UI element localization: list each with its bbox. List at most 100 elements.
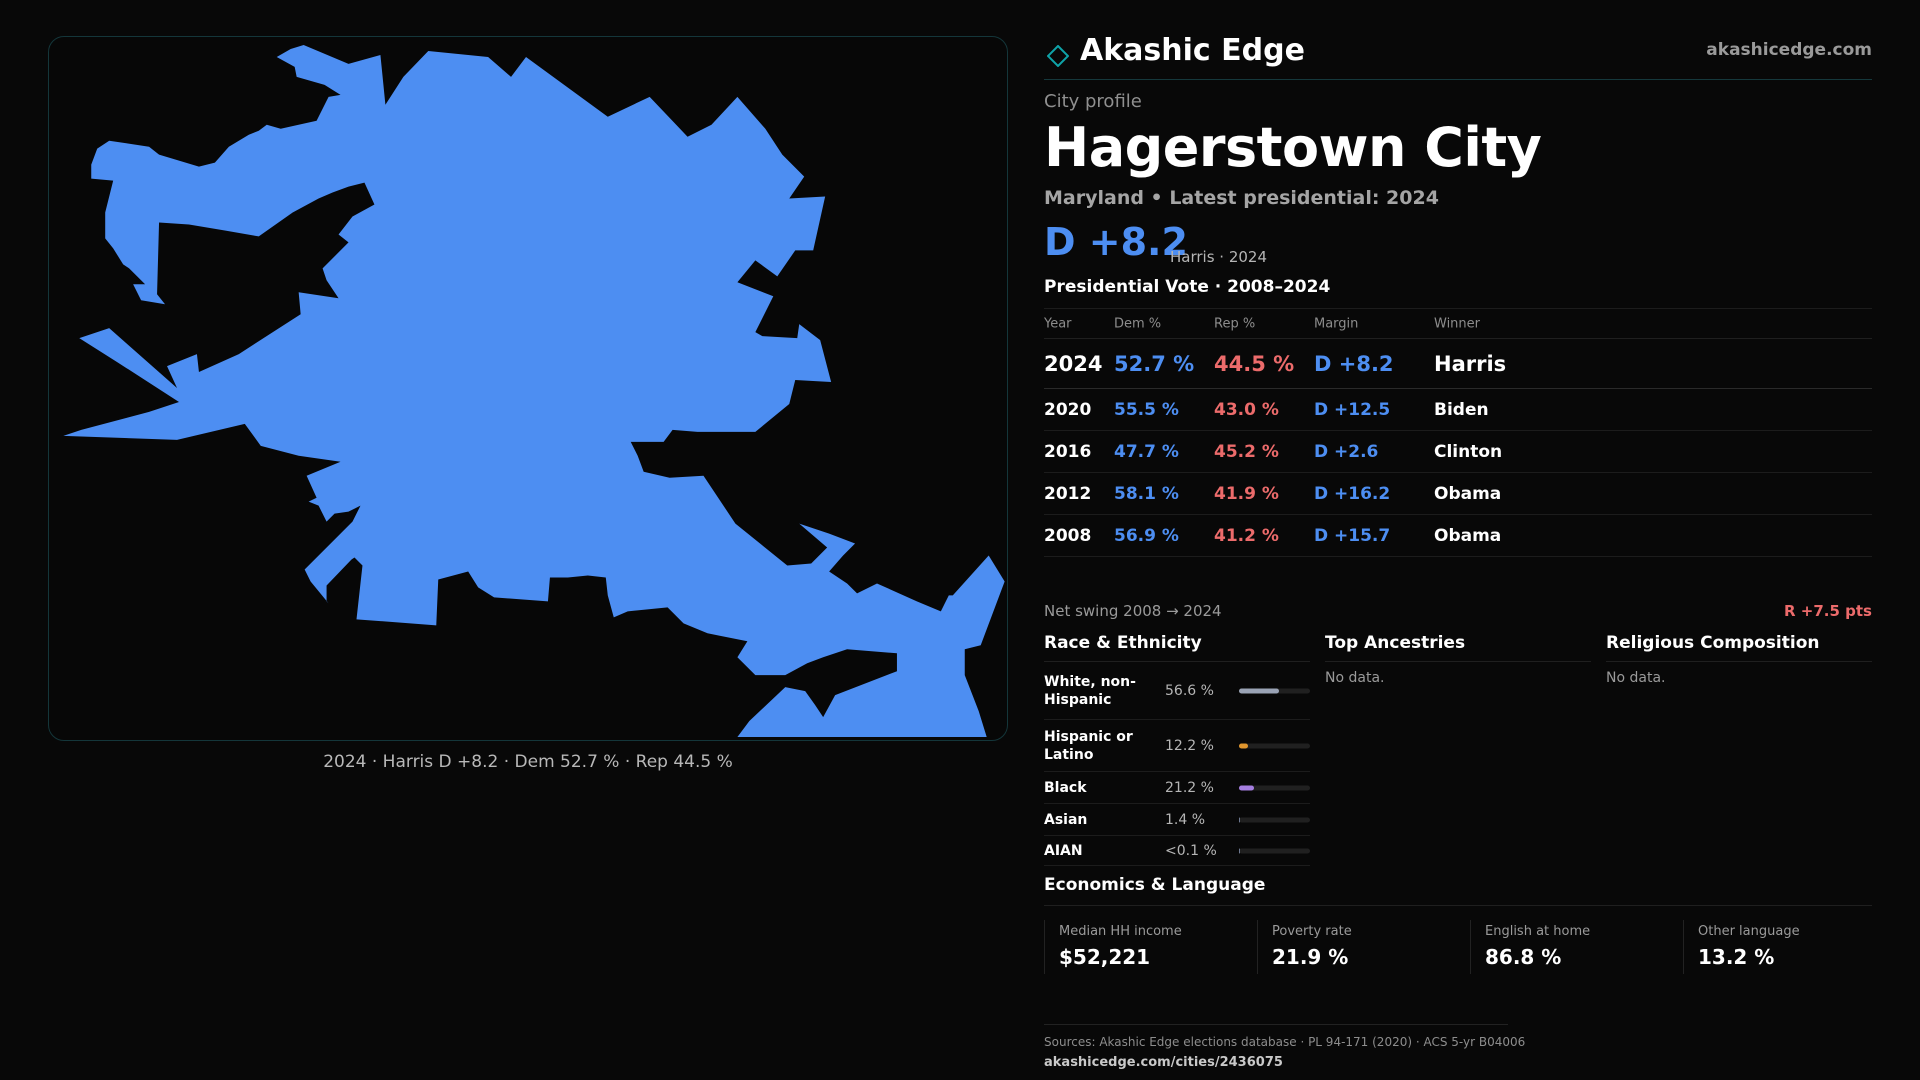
religion-heading: Religious Composition [1606, 628, 1872, 662]
latest-margin-sub: Harris · 2024 [1170, 248, 1268, 266]
race-bar-fill [1239, 785, 1255, 790]
race-pct: 56.6 % [1165, 682, 1214, 699]
race-bar-fill [1239, 848, 1240, 853]
cell-rep: 45.2 % [1214, 441, 1279, 462]
race-pct: <0.1 % [1165, 842, 1217, 859]
sources-text: Sources: Akashic Edge elections database… [1044, 1035, 1526, 1049]
table-row: 2016 47.7 % 45.2 % D +2.6 Clinton [1044, 431, 1872, 473]
col-winner: Winner [1434, 316, 1481, 331]
list-item: Hispanic or Latino 12.2 % [1044, 720, 1310, 772]
race-label: Asian [1044, 811, 1088, 828]
race-label: AIAN [1044, 842, 1083, 859]
econ-cell-income: Median HH income $52,221 [1044, 920, 1257, 974]
econ-cell-other-language: Other language 13.2 % [1683, 920, 1896, 974]
cell-margin: D +12.5 [1314, 399, 1391, 420]
econ-value: 13.2 % [1698, 945, 1775, 969]
profile-kicker: City profile [1044, 91, 1142, 112]
race-bar-track [1239, 688, 1310, 693]
econ-value: $52,221 [1059, 945, 1151, 969]
cell-year: 2008 [1044, 525, 1092, 546]
cell-winner: Biden [1434, 399, 1489, 420]
religion-empty: No data. [1606, 670, 1666, 686]
brand-site-link[interactable]: akashicedge.com [1706, 40, 1872, 60]
race-bar-track [1239, 785, 1310, 790]
table-row: 2024 52.7 % 44.5 % D +8.2 Harris [1044, 339, 1872, 389]
ancestries-empty: No data. [1325, 670, 1385, 686]
col-rep: Rep % [1214, 316, 1256, 331]
sources-footer: Sources: Akashic Edge elections database… [1044, 1024, 1526, 1070]
map-caption: 2024 · Harris D +8.2 · Dem 52.7 % · Rep … [323, 752, 733, 772]
cell-margin: D +15.7 [1314, 525, 1391, 546]
econ-label: Median HH income [1059, 924, 1182, 939]
col-year: Year [1044, 316, 1072, 331]
page-title: Hagerstown City [1044, 116, 1542, 179]
race-bar-track [1239, 817, 1310, 822]
net-swing-label: Net swing 2008 → 2024 [1044, 602, 1222, 620]
list-item: AIAN <0.1 % [1044, 836, 1310, 866]
col-dem: Dem % [1114, 316, 1162, 331]
ancestries-heading: Top Ancestries [1325, 628, 1591, 662]
presidential-vote-table: Year Dem % Rep % Margin Winner 2024 52.7… [1044, 308, 1872, 557]
brand-header: Akashic Edge akashicedge.com [1044, 30, 1872, 80]
cell-dem: 47.7 % [1114, 441, 1179, 462]
cell-margin: D +2.6 [1314, 441, 1379, 462]
cell-rep: 43.0 % [1214, 399, 1279, 420]
cell-dem: 55.5 % [1114, 399, 1179, 420]
race-bar-fill [1239, 688, 1280, 693]
race-bar-fill [1239, 817, 1240, 822]
list-item: White, non-Hispanic 56.6 % [1044, 662, 1310, 720]
cell-year: 2012 [1044, 483, 1092, 504]
brand-name[interactable]: Akashic Edge [1080, 33, 1305, 68]
cell-rep: 41.9 % [1214, 483, 1279, 504]
cell-year: 2020 [1044, 399, 1092, 420]
net-swing-value: R +7.5 pts [1784, 602, 1872, 620]
race-pct: 12.2 % [1165, 737, 1214, 754]
economics-grid: Median HH income $52,221 Poverty rate 21… [1044, 920, 1872, 974]
race-bar-track [1239, 848, 1310, 853]
cell-dem: 58.1 % [1114, 483, 1179, 504]
cell-year: 2024 [1044, 351, 1103, 376]
city-boundary-map [48, 36, 1008, 741]
race-bar-track [1239, 743, 1310, 748]
cell-dem: 52.7 % [1114, 351, 1195, 376]
race-pct: 21.2 % [1165, 779, 1214, 796]
city-boundary-shape [63, 44, 1005, 738]
econ-label: Other language [1698, 924, 1800, 939]
cell-margin: D +16.2 [1314, 483, 1391, 504]
econ-value: 21.9 % [1272, 945, 1349, 969]
page-url-link[interactable]: akashicedge.com/cities/2436075 [1044, 1055, 1283, 1070]
presidential-vote-heading: Presidential Vote · 2008–2024 [1044, 277, 1331, 297]
race-bar-fill [1239, 743, 1248, 748]
cell-winner: Harris [1434, 351, 1507, 376]
cell-winner: Obama [1434, 483, 1502, 504]
map-svg [63, 44, 1005, 738]
econ-label: English at home [1485, 924, 1591, 939]
race-pct: 1.4 % [1165, 811, 1206, 828]
list-item: Asian 1.4 % [1044, 804, 1310, 836]
table-header: Year Dem % Rep % Margin Winner [1044, 309, 1872, 339]
cell-dem: 56.9 % [1114, 525, 1179, 546]
table-row: 2008 56.9 % 41.2 % D +15.7 Obama [1044, 515, 1872, 557]
ancestries-section: Top Ancestries No data. [1325, 628, 1591, 686]
cell-margin: D +8.2 [1314, 351, 1394, 376]
race-ethnicity-section: Race & Ethnicity White, non-Hispanic 56.… [1044, 628, 1310, 866]
race-list: White, non-Hispanic 56.6 % Hispanic or L… [1044, 662, 1310, 866]
diamond-icon [1047, 45, 1069, 67]
econ-cell-english: English at home 86.8 % [1470, 920, 1683, 974]
race-label: Black [1044, 779, 1087, 796]
city-profile-panel: Akashic Edge akashicedge.com City profil… [1044, 30, 1872, 1070]
state-subline: Maryland • Latest presidential: 2024 [1044, 187, 1439, 209]
col-margin: Margin [1314, 316, 1359, 331]
cell-rep: 44.5 % [1214, 351, 1295, 376]
cell-winner: Obama [1434, 525, 1502, 546]
list-item: Black 21.2 % [1044, 772, 1310, 804]
econ-value: 86.8 % [1485, 945, 1562, 969]
race-heading: Race & Ethnicity [1044, 628, 1310, 662]
table-row: 2012 58.1 % 41.9 % D +16.2 Obama [1044, 473, 1872, 515]
economics-heading: Economics & Language [1044, 872, 1872, 906]
econ-cell-poverty: Poverty rate 21.9 % [1257, 920, 1470, 974]
latest-margin: D +8.2 [1044, 220, 1188, 264]
race-label: Hispanic or Latino [1044, 728, 1133, 763]
econ-label: Poverty rate [1272, 924, 1352, 939]
table-row: 2020 55.5 % 43.0 % D +12.5 Biden [1044, 389, 1872, 431]
